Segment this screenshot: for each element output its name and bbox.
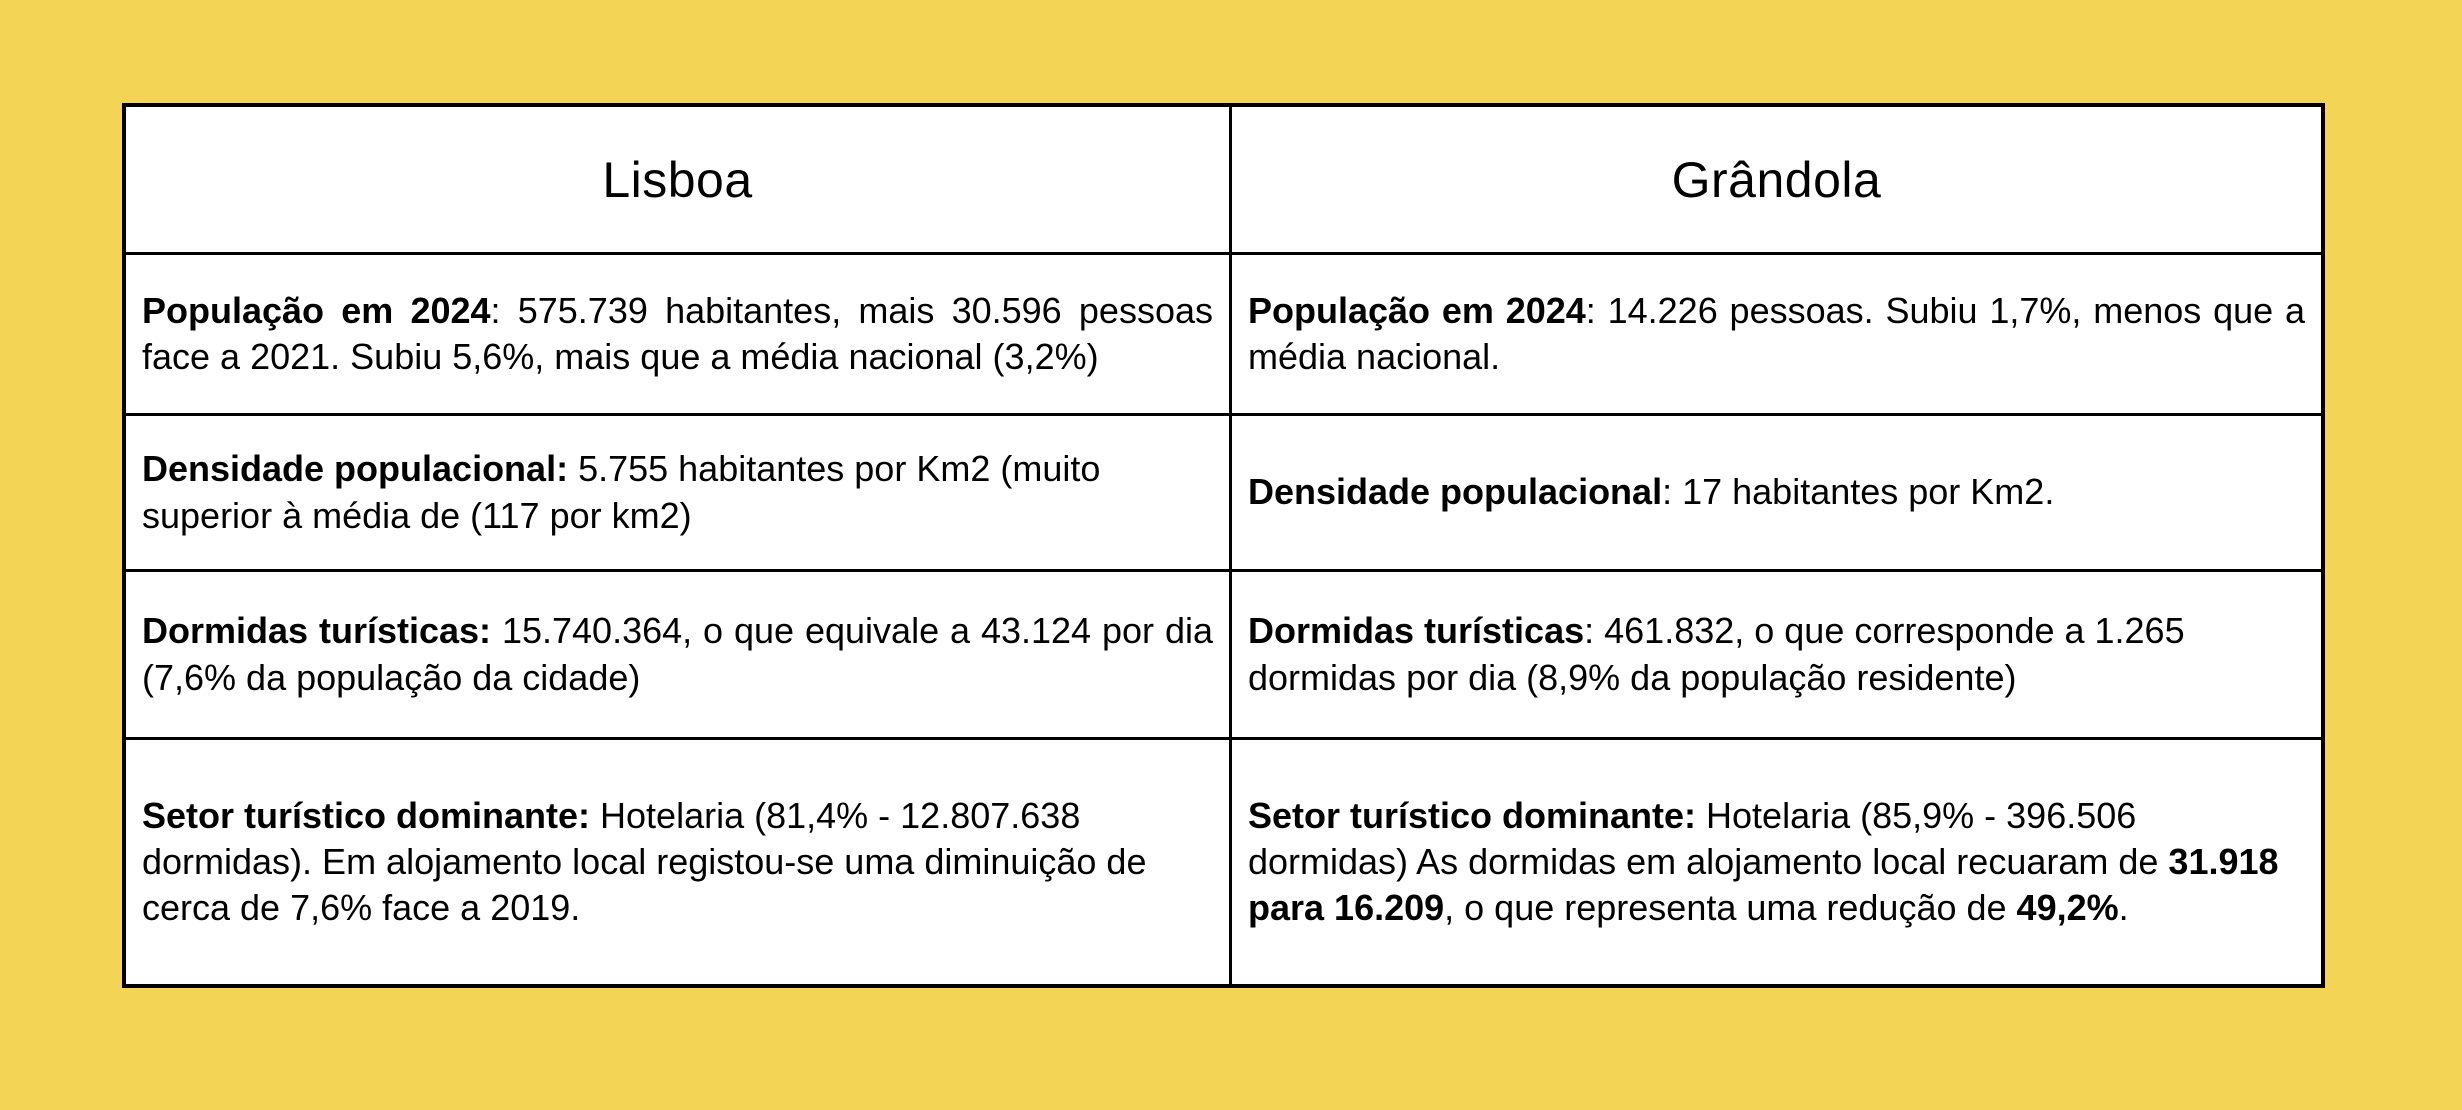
cell-setor-grandola: Setor turístico dominante: Hotelaria (85… <box>1232 740 2321 984</box>
column-header-grandola: Grândola <box>1232 107 2321 252</box>
comparison-table: Lisboa Grândola População em 2024: 575.7… <box>122 103 2325 988</box>
cell-densidade-lisboa: Densidade populacional: 5.755 habitantes… <box>126 416 1229 569</box>
cell-text: Dormidas turísticas: 461.832, o que corr… <box>1248 610 2185 698</box>
cell-dormidas-grandola: Dormidas turísticas: 461.832, o que corr… <box>1232 572 2321 737</box>
cell-setor-lisboa: Setor turístico dominante: Hotelaria (81… <box>126 740 1229 984</box>
cell-text: Setor turístico dominante: Hotelaria (85… <box>1248 794 2279 929</box>
cell-text: Densidade populacional: 17 habitantes po… <box>1248 471 2055 513</box>
cell-populacao-grandola: População em 2024: 14.226 pessoas. Subiu… <box>1232 255 2321 413</box>
column-header-label: Lisboa <box>602 151 753 208</box>
cell-densidade-grandola: Densidade populacional: 17 habitantes po… <box>1232 416 2321 569</box>
column-header-lisboa: Lisboa <box>126 107 1229 252</box>
cell-text: População em 2024: 14.226 pessoas. Subiu… <box>1248 289 2305 377</box>
cell-text: Dormidas turísticas: 15.740.364, o que e… <box>142 610 1213 698</box>
cell-populacao-lisboa: População em 2024: 575.739 habitantes, m… <box>126 255 1229 413</box>
cell-text: Densidade populacional: 5.755 habitantes… <box>142 448 1101 536</box>
cell-text: Setor turístico dominante: Hotelaria (81… <box>142 794 1147 929</box>
cell-text: População em 2024: 575.739 habitantes, m… <box>142 289 1213 377</box>
column-header-label: Grândola <box>1671 151 1882 208</box>
cell-dormidas-lisboa: Dormidas turísticas: 15.740.364, o que e… <box>126 572 1229 737</box>
